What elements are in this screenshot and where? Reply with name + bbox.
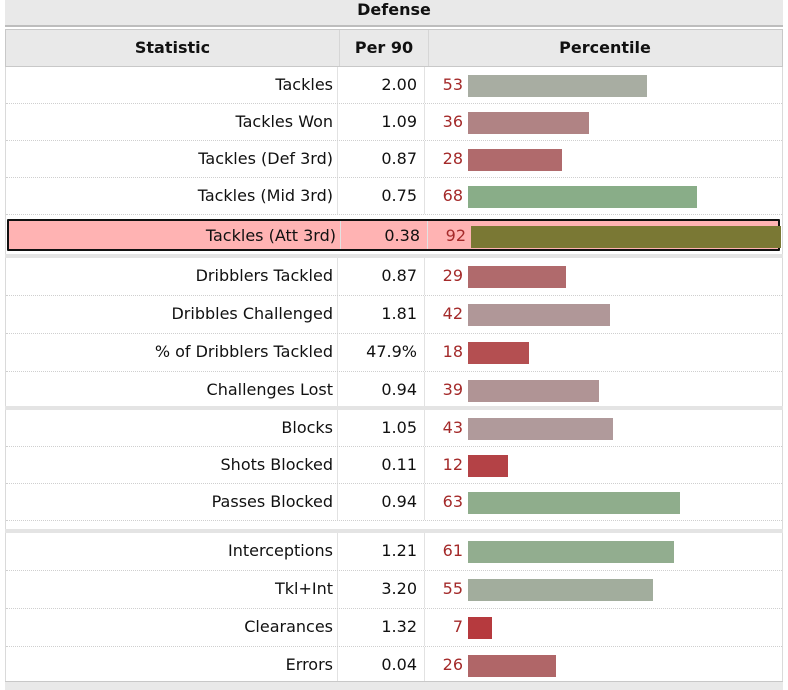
percentile-value: 12 (442, 455, 463, 474)
stat-name: Clearances (244, 617, 333, 636)
table-row[interactable]: Tackles (Mid 3rd) 0.75 68 (6, 178, 782, 215)
stat-name: Challenges Lost (206, 380, 333, 399)
percentile-bar (468, 617, 492, 639)
percentile-value: 39 (442, 380, 463, 399)
percentile-value: 28 (442, 149, 463, 168)
group-separator (5, 406, 783, 410)
table-row[interactable]: Challenges Lost 0.94 39 (6, 372, 782, 410)
percentile-bar (468, 149, 562, 171)
table-row[interactable]: Tackles (Def 3rd) 0.87 28 (6, 141, 782, 178)
stat-name: Tackles (Def 3rd) (198, 149, 333, 168)
stat-name: Tackles (Mid 3rd) (197, 186, 333, 205)
percentile-bar (468, 455, 508, 477)
per-90-value: 2.00 (337, 67, 425, 103)
per-90-value: 1.05 (337, 410, 425, 446)
percentile-bar (468, 655, 556, 677)
table-row[interactable]: Clearances 1.32 7 (6, 609, 782, 647)
percentile-bar (468, 579, 653, 601)
percentile-value: 29 (442, 266, 463, 285)
column-header-row: Statistic Per 90 Percentile (5, 29, 783, 67)
per-90-value: 0.75 (337, 178, 425, 214)
percentile-value: 36 (442, 112, 463, 131)
percentile-value: 68 (442, 186, 463, 205)
percentile-value: 63 (442, 492, 463, 511)
table-row[interactable]: Tackles Won 1.09 36 (6, 104, 782, 141)
section-title: Defense (5, 0, 783, 27)
table-row[interactable]: Errors 0.04 26 (6, 647, 782, 685)
percentile-bar (468, 112, 589, 134)
percentile-value: 7 (452, 617, 463, 636)
table-row[interactable]: % of Dribblers Tackled 47.9% 18 (6, 334, 782, 372)
percentile-bar (468, 75, 647, 97)
per-90-value: 1.81 (337, 296, 425, 333)
percentile-value: 55 (442, 579, 463, 598)
percentile-bar (468, 304, 610, 326)
header-percentile[interactable]: Percentile (559, 38, 651, 57)
per-90-value: 1.32 (337, 609, 425, 646)
stat-name: Dribblers Tackled (195, 266, 333, 285)
table-row[interactable]: Dribblers Tackled 0.87 29 (6, 258, 782, 296)
stat-name: Tackles Won (235, 112, 333, 131)
stat-name: Dribbles Challenged (171, 304, 333, 323)
percentile-bar (468, 492, 680, 514)
percentile-value: 18 (442, 342, 463, 361)
percentile-value: 61 (442, 541, 463, 560)
per-90-value: 0.04 (337, 647, 425, 684)
table-row[interactable]: Tackles 2.00 53 (6, 67, 782, 104)
per-90-value: 0.38 (340, 221, 428, 249)
table-row[interactable]: Tkl+Int 3.20 55 (6, 571, 782, 609)
table-row[interactable]: Shots Blocked 0.11 12 (6, 447, 782, 484)
per-90-value: 0.11 (337, 447, 425, 483)
percentile-value: 42 (442, 304, 463, 323)
stat-name: Interceptions (228, 541, 333, 560)
group-separator (5, 254, 783, 258)
per-90-value: 1.09 (337, 104, 425, 140)
table-row[interactable]: Dribbles Challenged 1.81 42 (6, 296, 782, 334)
per-90-value: 0.94 (337, 484, 425, 520)
percentile-bar (468, 541, 674, 563)
per-90-value: 0.94 (337, 372, 425, 409)
percentile-bar (468, 186, 697, 208)
table-footer (5, 681, 783, 690)
header-statistic[interactable]: Statistic (134, 38, 211, 57)
percentile-value: 53 (442, 75, 463, 94)
table-row[interactable]: Interceptions 1.21 61 (6, 533, 782, 571)
stat-name: Errors (285, 655, 333, 674)
stat-name: Passes Blocked (211, 492, 333, 511)
percentile-bar (471, 226, 781, 248)
section-title-text: Defense (357, 0, 431, 19)
table-row[interactable]: Tackles (Att 3rd) 0.38 92 (7, 219, 781, 251)
table-row[interactable]: Blocks 1.05 43 (6, 410, 782, 447)
per-90-value: 1.21 (337, 533, 425, 570)
percentile-value: 92 (445, 226, 466, 245)
percentile-value: 26 (442, 655, 463, 674)
table-row[interactable]: Passes Blocked 0.94 63 (6, 484, 782, 521)
percentile-bar (468, 342, 529, 364)
stat-name: Tackles (Att 3rd) (205, 226, 336, 245)
group-separator (5, 529, 783, 533)
percentile-bar (468, 418, 613, 440)
header-per-90[interactable]: Per 90 (339, 30, 429, 66)
stat-name: % of Dribblers Tackled (154, 342, 333, 361)
stat-name: Tackles (275, 75, 333, 94)
stat-name: Shots Blocked (220, 455, 333, 474)
per-90-value: 0.87 (337, 258, 425, 295)
stat-name: Blocks (281, 418, 333, 437)
stat-name: Tkl+Int (274, 579, 333, 598)
per-90-value: 3.20 (337, 571, 425, 608)
percentile-value: 43 (442, 418, 463, 437)
per-90-value: 47.9% (337, 334, 425, 371)
percentile-bar (468, 266, 566, 288)
defense-stats-table: Tackles 2.00 53 Tackles Won 1.09 36 Tackles (D… (5, 67, 783, 685)
per-90-value: 0.87 (337, 141, 425, 177)
percentile-bar (468, 380, 599, 402)
